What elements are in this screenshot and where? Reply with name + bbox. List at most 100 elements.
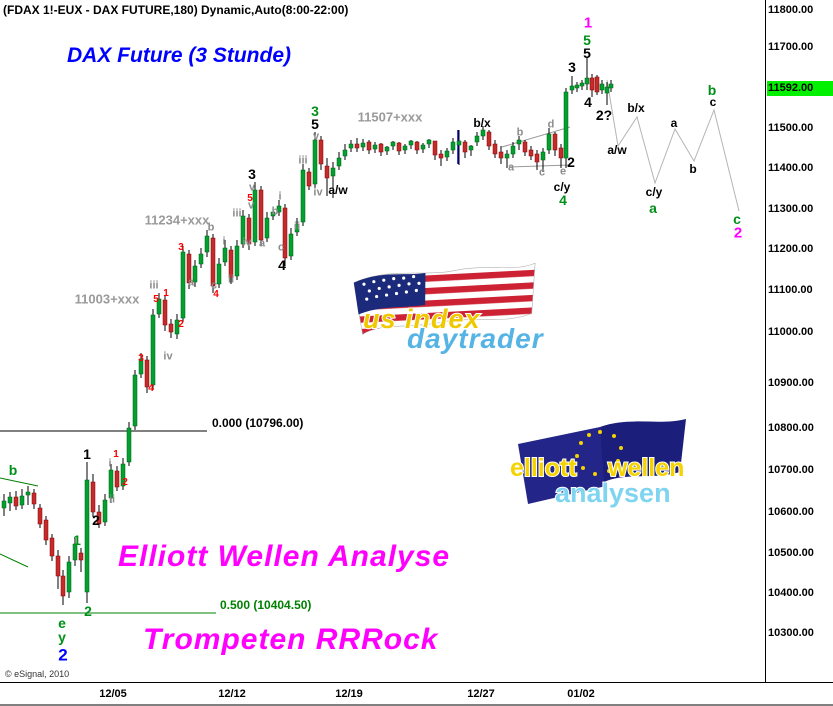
price-tick-label: 11400.00 (768, 162, 814, 174)
us-index-daytrader-logo: us index daytrader (353, 262, 545, 354)
candle-up (336, 152, 342, 170)
candle-up (66, 556, 72, 598)
candle-down (528, 146, 534, 160)
candle-up (599, 80, 605, 94)
candle-up (468, 145, 474, 156)
candle-down (414, 141, 420, 154)
candle-up (180, 246, 186, 322)
candle-up (402, 144, 408, 154)
fib-half-label: 0.500 (10404.50) (220, 598, 312, 612)
candle-up (360, 139, 366, 151)
date-tick-label: 12/27 (467, 688, 495, 700)
candle-up (312, 132, 318, 188)
candle-down (306, 168, 312, 190)
chart-title: (FDAX 1!-EUX - DAX FUTURE,180) Dynamic,A… (3, 3, 349, 17)
eu-logo-text-1: elliott (510, 454, 577, 482)
candle-up (579, 80, 585, 90)
candle-up (276, 200, 282, 216)
price-tick-label: 11000.00 (768, 326, 814, 338)
candle-up (108, 464, 114, 503)
price-tick-label: 10500.00 (768, 547, 814, 559)
candle-down (210, 234, 216, 293)
candle-up (120, 458, 126, 490)
candle-down (318, 136, 324, 170)
candle-up (342, 144, 348, 160)
chart-subtitle: DAX Future (3 Stunde) (67, 44, 291, 67)
candle-down (594, 75, 600, 95)
eu-flag-stars (575, 430, 623, 476)
elliott-wellen-analysen-logo: elliott wellen analysen (509, 419, 686, 509)
candle-up (7, 492, 13, 511)
candle-up (126, 422, 132, 466)
price-tick-label: 10300.00 (768, 627, 814, 639)
candle-up (474, 132, 480, 146)
esignal-copyright: © eSignal, 2010 (5, 669, 70, 679)
candle-up (563, 88, 569, 168)
candle-down (228, 246, 234, 284)
eu-flag-right (600, 419, 686, 482)
price-axis[interactable]: 11800.00 11700.00 11500.00 11400.00 11300.00… (768, 0, 833, 682)
candle-up (584, 57, 590, 90)
us-flag-stars (362, 275, 421, 301)
candle-up (288, 228, 294, 260)
candle-down (432, 140, 438, 160)
triangle-lower-line (508, 164, 571, 168)
candle-up (72, 538, 78, 566)
candle-up (240, 210, 246, 248)
candle-up (252, 182, 258, 246)
candle-up (604, 82, 610, 105)
candle-up (348, 140, 354, 152)
date-tick-label: 01/02 (567, 688, 595, 700)
candle-up (84, 462, 90, 603)
candle-down (366, 140, 372, 154)
candle-down (354, 138, 360, 152)
candle-up (408, 140, 414, 149)
candle-down (43, 516, 49, 545)
candle-down (589, 74, 595, 97)
candle-up (540, 148, 546, 172)
date-tick-label: 12/05 (99, 688, 127, 700)
time-axis[interactable]: 12/05 12/12 12/19 12/27 01/02 (0, 683, 833, 706)
candle-up (420, 143, 426, 153)
trumpet-upper-line (0, 477, 39, 487)
eu-flag-left (518, 427, 606, 504)
us-logo-text-1: us index (363, 304, 481, 334)
candle-down (558, 144, 564, 168)
candle-up (294, 218, 300, 236)
candle-up (574, 82, 580, 92)
candle-down (324, 158, 330, 196)
candle-down (78, 548, 84, 572)
triangle-upper-line (501, 126, 571, 148)
candle-down (552, 132, 558, 156)
price-tick-label: 11700.00 (768, 41, 814, 53)
candle-up (264, 212, 270, 242)
candle-up (456, 130, 462, 165)
candle-down (37, 504, 43, 528)
date-tick-label: 12/19 (335, 688, 363, 700)
price-tick-label: 10800.00 (768, 422, 814, 434)
candle-up (156, 293, 162, 318)
candle-up (372, 142, 378, 153)
candle-up (480, 126, 486, 140)
candle-down (534, 150, 540, 170)
candle-up (426, 139, 432, 148)
candle-up (569, 76, 575, 94)
price-tick-label: 11800.00 (768, 4, 814, 16)
candle-up (384, 146, 390, 155)
candle-up (1, 494, 7, 516)
candle-up (222, 240, 228, 266)
candle-down (13, 491, 19, 510)
candle-up (150, 309, 156, 390)
candle-up (516, 136, 522, 150)
candle-down (55, 550, 61, 589)
candle-up (608, 80, 614, 92)
candle-up (270, 208, 276, 220)
candle-down (31, 489, 37, 509)
date-tick-label: 12/12 (218, 688, 246, 700)
candle-down (492, 140, 498, 158)
price-tick-label: 11100.00 (768, 284, 813, 296)
candle-down (282, 204, 288, 266)
price-tick-label: 11300.00 (768, 203, 814, 215)
